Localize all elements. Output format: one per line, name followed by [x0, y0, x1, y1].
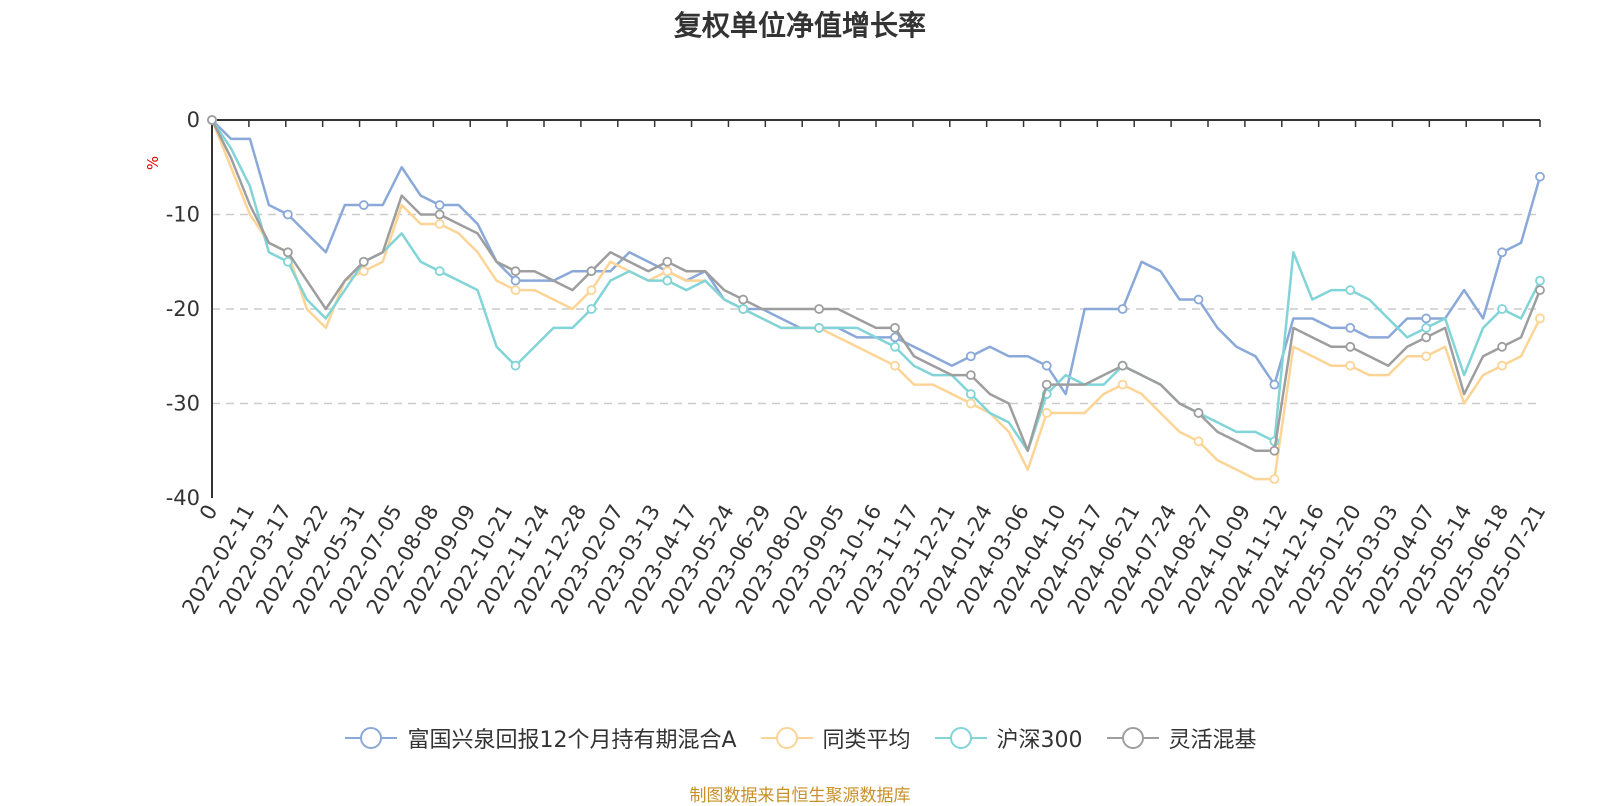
- series-point-2: [738, 304, 749, 314]
- series-point-2: [1345, 285, 1356, 296]
- legend-item-csi300[interactable]: 沪深300: [933, 722, 1083, 754]
- series-point-3: [662, 256, 673, 267]
- series-point-1: [1041, 408, 1052, 418]
- legend-swatch-fund: [345, 727, 398, 749]
- series-point-1: [1535, 313, 1545, 324]
- series-point-1: [1421, 351, 1432, 362]
- legend-item-peer-average[interactable]: 同类平均: [759, 722, 911, 754]
- series-point-0: [1269, 379, 1280, 390]
- series-point-3: [1497, 341, 1507, 352]
- series-point-1: [1269, 474, 1280, 485]
- series-point-2: [662, 275, 673, 286]
- series-point-1: [965, 398, 976, 409]
- series-point-0: [965, 351, 976, 362]
- chart-title: 复权单位净值增长率: [673, 9, 926, 42]
- series-point-3: [510, 266, 521, 277]
- series-point-1: [1345, 360, 1356, 371]
- y-tick-label: -20: [166, 297, 200, 321]
- x-tick-label: 0: [195, 501, 222, 525]
- legend-label-csi300: 沪深300: [996, 728, 1083, 753]
- series-point-0: [282, 209, 293, 220]
- series-point-3: [1117, 360, 1128, 371]
- series-point-0: [1345, 322, 1356, 333]
- series-point-2: [282, 256, 293, 267]
- series-point-0: [1041, 360, 1052, 371]
- series-point-1: [434, 219, 445, 229]
- series-point-2: [1497, 304, 1507, 314]
- series-point-2: [510, 360, 521, 371]
- series-line-1: [210, 119, 1542, 481]
- y-axis-label: %: [144, 156, 162, 170]
- series-point-1: [890, 360, 900, 371]
- series-point-0: [1117, 304, 1128, 314]
- series-point-1: [358, 266, 369, 277]
- series-point-3: [965, 370, 976, 381]
- legend-swatch-csi300: [934, 727, 987, 749]
- series-point-0: [1193, 294, 1204, 305]
- series-point-3: [282, 247, 293, 258]
- series-point-1: [662, 266, 673, 277]
- series-point-1: [1497, 360, 1507, 371]
- legend-item-fund[interactable]: 富国兴泉回报12个月持有期混合A: [343, 722, 737, 754]
- series-point-3: [207, 115, 217, 125]
- series-point-2: [586, 304, 597, 314]
- series-point-3: [358, 256, 369, 267]
- series-point-2: [1535, 275, 1545, 286]
- series-point-0: [890, 332, 900, 343]
- series-point-3: [1193, 408, 1204, 418]
- y-tick-label: -30: [166, 392, 200, 416]
- series-point-3: [1269, 445, 1280, 456]
- series-point-2: [434, 266, 445, 277]
- series-point-3: [586, 266, 597, 277]
- series-point-0: [1421, 313, 1432, 324]
- y-tick-label: -10: [166, 203, 200, 227]
- chart-plot: 0-10-20-30-40%02022-02-112022-03-172022-…: [144, 108, 1550, 618]
- y-tick-label: 0: [187, 108, 200, 132]
- series-point-1: [510, 285, 521, 296]
- series-point-0: [434, 200, 445, 210]
- legend-item-flexible-hybrid[interactable]: 灵活混基: [1105, 722, 1257, 754]
- series-point-3: [738, 294, 749, 305]
- series-point-2: [814, 322, 824, 333]
- series-point-1: [586, 285, 597, 296]
- series-point-0: [1497, 247, 1507, 258]
- series-point-2: [1421, 322, 1432, 333]
- series-point-0: [1535, 171, 1545, 182]
- series-line-2: [210, 119, 1542, 452]
- legend-label-flexible-hybrid: 灵活混基: [1168, 728, 1257, 753]
- legend-swatch-flexible-hybrid: [1106, 727, 1159, 749]
- legend-swatch-peer-average: [760, 727, 813, 749]
- series-line-0: [211, 119, 1542, 396]
- series-point-3: [890, 322, 900, 333]
- series-point-2: [965, 389, 976, 399]
- series-point-3: [434, 209, 445, 220]
- legend: 富国兴泉回报12个月持有期混合A 同类平均 沪深300 灵活混基: [0, 722, 1600, 754]
- source-note: 制图数据来自恒生聚源数据库: [689, 786, 911, 806]
- legend-label-peer-average: 同类平均: [822, 728, 911, 753]
- series-line-3: [210, 119, 1542, 452]
- series-point-1: [1117, 379, 1128, 390]
- series-point-3: [1345, 341, 1356, 352]
- series-point-0: [358, 200, 369, 210]
- series-point-3: [1421, 332, 1432, 343]
- legend-label-fund: 富国兴泉回报12个月持有期混合A: [407, 728, 737, 753]
- series-point-3: [814, 304, 824, 314]
- series-point-2: [890, 341, 900, 352]
- series-point-3: [1535, 285, 1545, 296]
- series-point-1: [1193, 436, 1204, 447]
- y-tick-label: -40: [166, 486, 200, 510]
- series-point-3: [1041, 379, 1052, 390]
- series-point-0: [510, 275, 521, 286]
